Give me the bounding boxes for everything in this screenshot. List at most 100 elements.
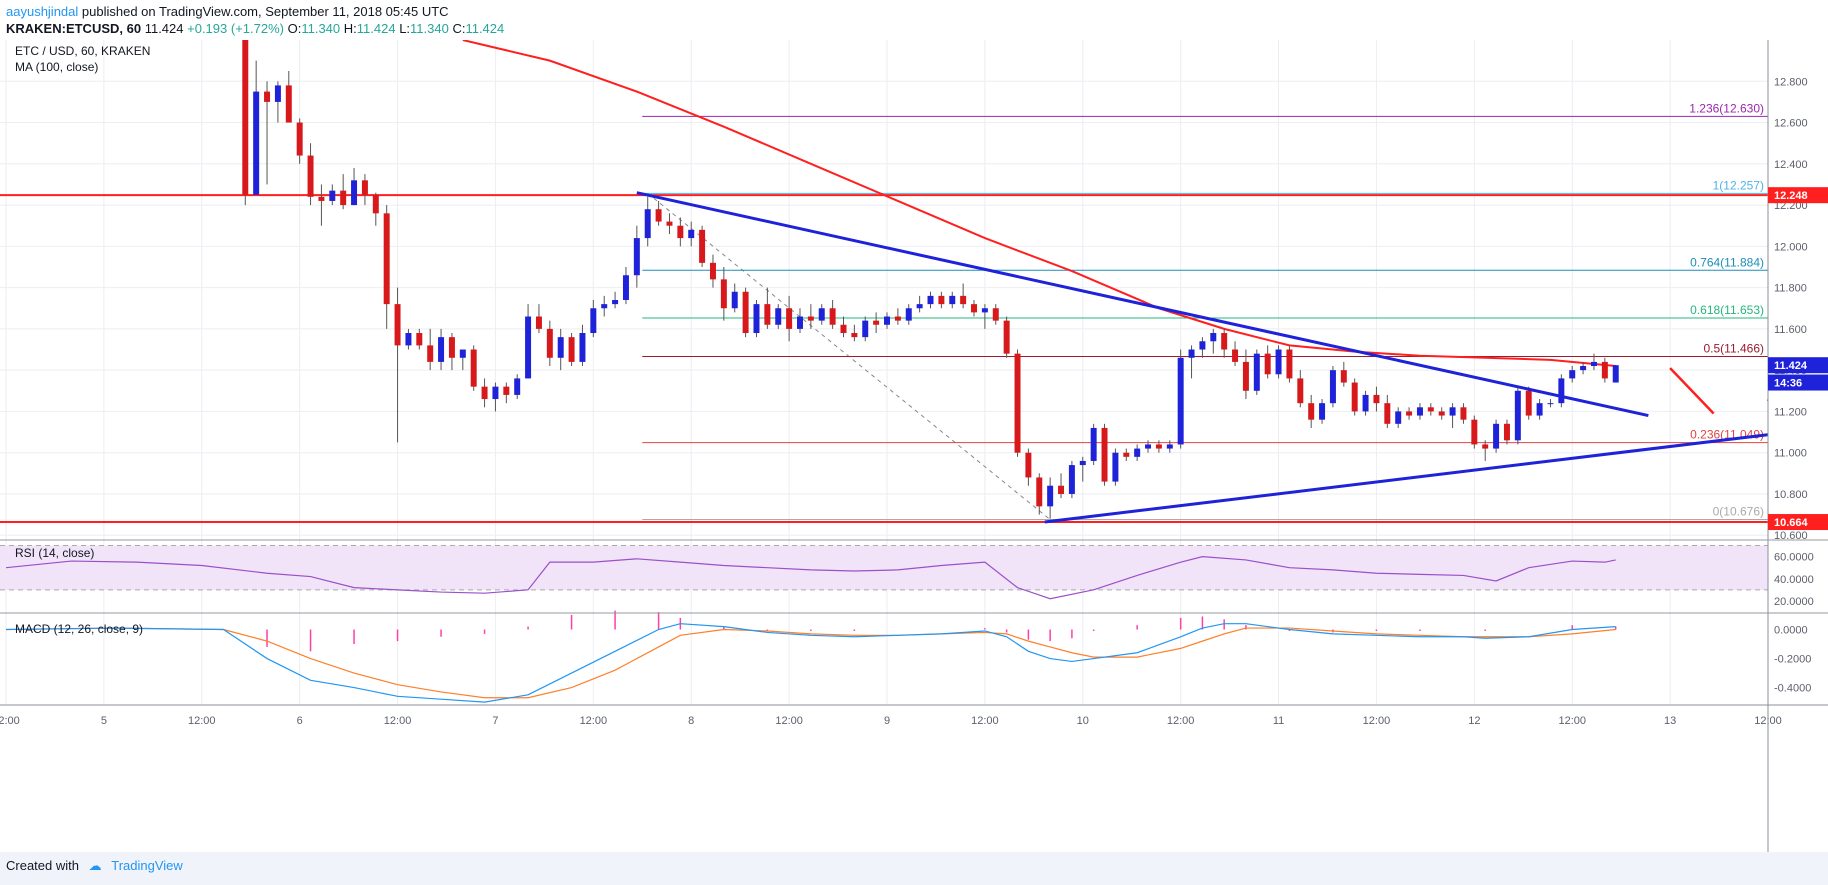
fib-level-label: 1(12.257) <box>1713 178 1764 192</box>
macd-tick-label: -0.2000 <box>1774 654 1811 666</box>
candle-body <box>960 295 967 305</box>
candle-body <box>242 40 249 195</box>
high-label: H: <box>343 21 357 36</box>
time-tick-label: 12:00 <box>971 715 999 727</box>
time-tick-label: 13 <box>1664 715 1676 727</box>
candle-body <box>1025 452 1032 478</box>
candle-body <box>253 91 260 195</box>
candle-body <box>590 308 597 334</box>
candle-body <box>383 213 390 305</box>
candle-body <box>938 295 945 305</box>
candle-body <box>1308 403 1315 420</box>
candle-body <box>1569 370 1576 379</box>
price-tag-label: 10.664 <box>1774 517 1809 529</box>
candle-body <box>264 91 271 102</box>
price-tick-label: 12.800 <box>1774 76 1808 88</box>
candle-body <box>1373 394 1380 404</box>
rsi-band-fill <box>0 545 1768 590</box>
candle-body <box>840 324 847 334</box>
candle-body <box>873 320 880 325</box>
price-axis-panel <box>1768 40 1828 852</box>
time-tick-label: 8 <box>688 715 694 727</box>
candle-body <box>1264 353 1271 375</box>
candle-body <box>329 190 336 201</box>
candle-body <box>1580 366 1587 371</box>
candle-body <box>612 300 619 305</box>
tradingview-cloud-icon: ☁ <box>88 858 102 873</box>
macd-signal-line <box>5 627 1616 699</box>
macd-legend: MACD (12, 26, close, 9) <box>15 622 143 636</box>
candle-body <box>1210 333 1217 342</box>
time-tick-label: 6 <box>297 715 303 727</box>
candle-body <box>884 316 890 325</box>
fib-level-label: 0.764(11.884) <box>1690 255 1764 269</box>
candle-body <box>274 85 281 102</box>
symbol-label: KRAKEN:ETCUSD, 60 <box>6 21 142 36</box>
candle-body <box>1471 419 1478 445</box>
candle-body <box>851 333 858 338</box>
close-value: 11.424 <box>465 21 505 36</box>
time-tick-label: 12:00 <box>1558 715 1586 727</box>
candle-body <box>1362 394 1369 412</box>
candle-body <box>579 333 586 362</box>
candle-body <box>394 304 401 346</box>
price-tick-label: 11.600 <box>1774 324 1807 336</box>
candle-body <box>405 333 412 346</box>
candle-body <box>1145 444 1152 449</box>
candle-body <box>1112 452 1119 482</box>
candle-body <box>1351 382 1358 412</box>
candle-body <box>372 194 379 214</box>
candle-body <box>1547 403 1554 405</box>
candle-body <box>818 308 825 321</box>
time-axis[interactable]: 12:00 5 12:00 6 12:00 7 12:00 8 12:00 9 12:00 10 12:… <box>0 715 1828 727</box>
candle-body <box>1536 403 1543 416</box>
chart-canvas[interactable]: 1.236(12.630) 1(12.257) 0.764(11.884) 0.618… <box>0 40 1828 852</box>
candle-body <box>1525 390 1532 416</box>
candle-body <box>307 155 314 197</box>
candle-body <box>351 180 358 206</box>
rsi-series-line <box>5 556 1616 600</box>
candle-body <box>1503 423 1510 441</box>
fib-level-label: 0(10.676) <box>1713 505 1764 519</box>
candle-body <box>1340 370 1347 383</box>
candle-body <box>285 85 292 123</box>
fibonacci-retracement[interactable]: 1.236(12.630) 1(12.257) 0.764(11.884) 0.618… <box>642 101 1768 521</box>
price-tag-box <box>1768 374 1828 391</box>
low-value: 11.340 <box>410 21 449 36</box>
footer: Created with ☁ TradingView <box>6 858 183 874</box>
candle-body <box>1493 423 1500 449</box>
candle-body <box>916 304 923 309</box>
candle-body <box>340 190 347 206</box>
high-value: 11.424 <box>356 21 396 36</box>
candle-body <box>1090 427 1097 461</box>
chart-background <box>0 40 1828 852</box>
candle-body <box>1297 378 1304 404</box>
tradingview-link[interactable]: TradingView <box>111 858 183 873</box>
price-tick-label: 12.000 <box>1774 241 1808 253</box>
candle-body <box>1449 407 1456 416</box>
candle-body <box>927 295 934 305</box>
author-link[interactable]: aayushjindal <box>6 4 79 19</box>
trendline <box>636 191 1649 418</box>
candle-body <box>1221 333 1228 350</box>
ma-legend: MA (100, close) <box>15 60 98 74</box>
macd-line <box>5 623 1616 703</box>
candle-body <box>1014 353 1021 453</box>
candle-body <box>796 316 803 329</box>
price-tag-box <box>1768 357 1828 374</box>
candle-body <box>448 337 455 358</box>
candle-body <box>905 308 912 321</box>
candle-body <box>1514 390 1521 441</box>
candle-body <box>949 295 956 305</box>
candle-body <box>1406 411 1413 416</box>
candle-body <box>1047 485 1054 507</box>
time-tick-label: 12:00 <box>775 715 803 727</box>
candle-body <box>764 304 771 325</box>
candle-body <box>557 337 564 358</box>
macd-tick-label: 0.0000 <box>1774 625 1808 637</box>
price-tick-label: 11.000 <box>1774 448 1807 460</box>
candle-body <box>720 279 727 309</box>
time-tick-label: 12:00 <box>580 715 608 727</box>
candle-body <box>459 349 466 358</box>
candle-body <box>535 316 542 329</box>
